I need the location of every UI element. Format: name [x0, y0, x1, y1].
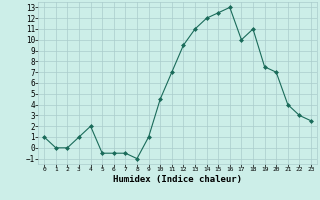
- X-axis label: Humidex (Indice chaleur): Humidex (Indice chaleur): [113, 175, 242, 184]
